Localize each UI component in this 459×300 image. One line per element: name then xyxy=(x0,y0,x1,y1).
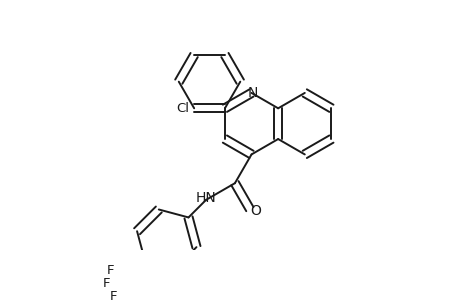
Text: F: F xyxy=(106,264,114,277)
Text: N: N xyxy=(247,86,258,100)
Text: Cl: Cl xyxy=(176,102,189,115)
Text: F: F xyxy=(109,290,117,300)
Text: F: F xyxy=(102,277,110,290)
Text: HN: HN xyxy=(196,191,216,205)
Text: O: O xyxy=(250,204,261,218)
